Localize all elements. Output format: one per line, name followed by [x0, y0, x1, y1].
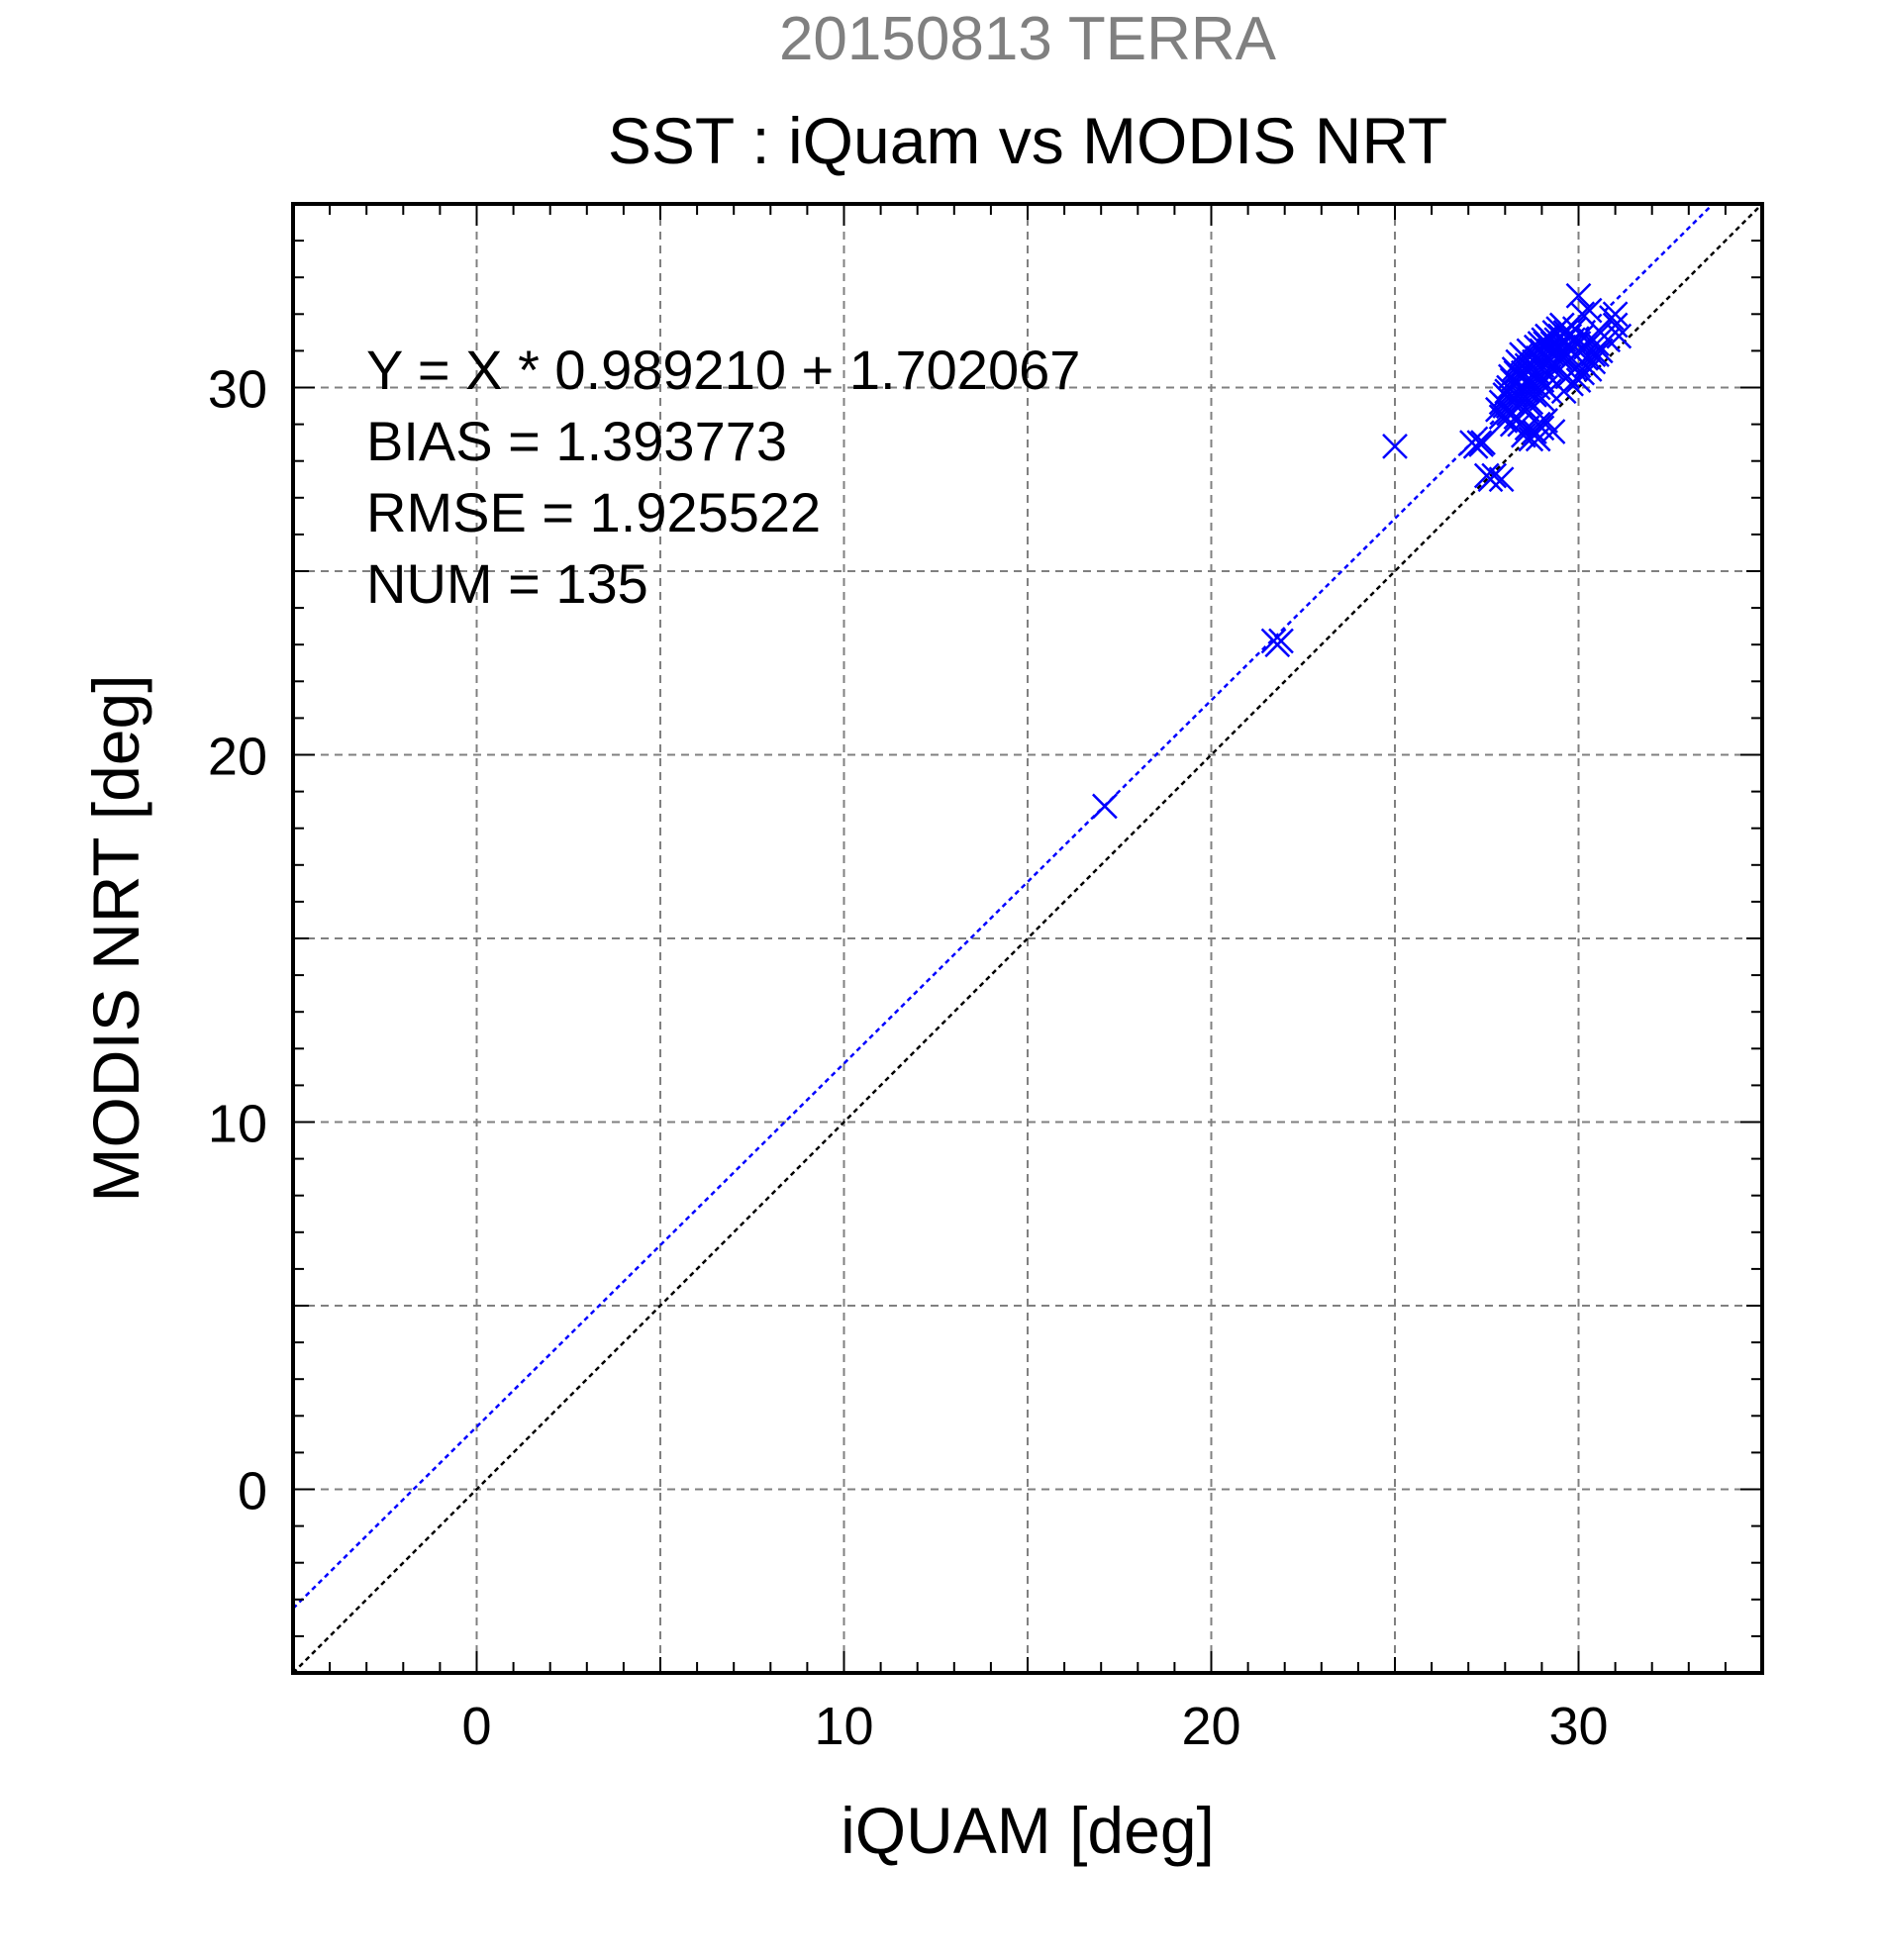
y-tick-labels: 0 10 20 30 — [208, 360, 267, 1521]
stats-rmse: RMSE = 1.925522 — [366, 481, 821, 543]
stats-box: Y = X * 0.989210 + 1.702067 BIAS = 1.393… — [366, 339, 1080, 615]
x-tick-labels: 0 10 20 30 — [461, 1697, 1608, 1756]
y-tick-label: 10 — [208, 1095, 267, 1154]
stats-num: NUM = 135 — [366, 552, 648, 615]
data-point — [1606, 323, 1633, 349]
data-point — [1539, 419, 1566, 444]
data-point — [1268, 628, 1294, 654]
data-point — [1481, 462, 1508, 489]
data-point — [1580, 348, 1607, 375]
data-point — [1382, 433, 1408, 459]
data-point — [1522, 382, 1547, 408]
data-point — [1496, 400, 1522, 427]
identity-line — [292, 203, 1763, 1674]
stats-fit-equation: Y = X * 0.989210 + 1.702067 — [366, 339, 1080, 401]
data-point — [1602, 301, 1629, 328]
y-axis-label: MODIS NRT [deg] — [79, 674, 152, 1202]
plot-frame — [291, 202, 1764, 1675]
y-tick-label: 30 — [208, 360, 267, 420]
data-point — [1535, 378, 1562, 405]
x-tick-label: 0 — [461, 1697, 491, 1756]
data-point — [1576, 356, 1603, 382]
data-point — [1576, 297, 1603, 324]
chart-title: 20150813 TERRA — [779, 5, 1277, 73]
data-point — [1533, 408, 1558, 434]
x-axis-label: iQUAM [deg] — [841, 1794, 1215, 1867]
data-point — [1092, 793, 1118, 820]
x-tick-label: 10 — [814, 1697, 873, 1756]
data-points — [1092, 282, 1633, 820]
data-point — [1488, 466, 1515, 493]
x-tick-label: 30 — [1548, 1697, 1608, 1756]
reference-lines — [292, 203, 1763, 1674]
data-point — [1587, 338, 1614, 364]
stats-bias: BIAS = 1.393773 — [366, 410, 787, 472]
data-point — [1470, 430, 1496, 456]
chart-subtitle: SST : iQuam vs MODIS NRT — [608, 104, 1447, 177]
y-tick-label: 20 — [208, 728, 267, 787]
data-point — [1488, 404, 1515, 431]
grid — [293, 204, 1762, 1673]
y-tick-label: 0 — [238, 1462, 267, 1521]
fit-line — [292, 203, 1715, 1610]
x-tick-label: 20 — [1181, 1697, 1240, 1756]
